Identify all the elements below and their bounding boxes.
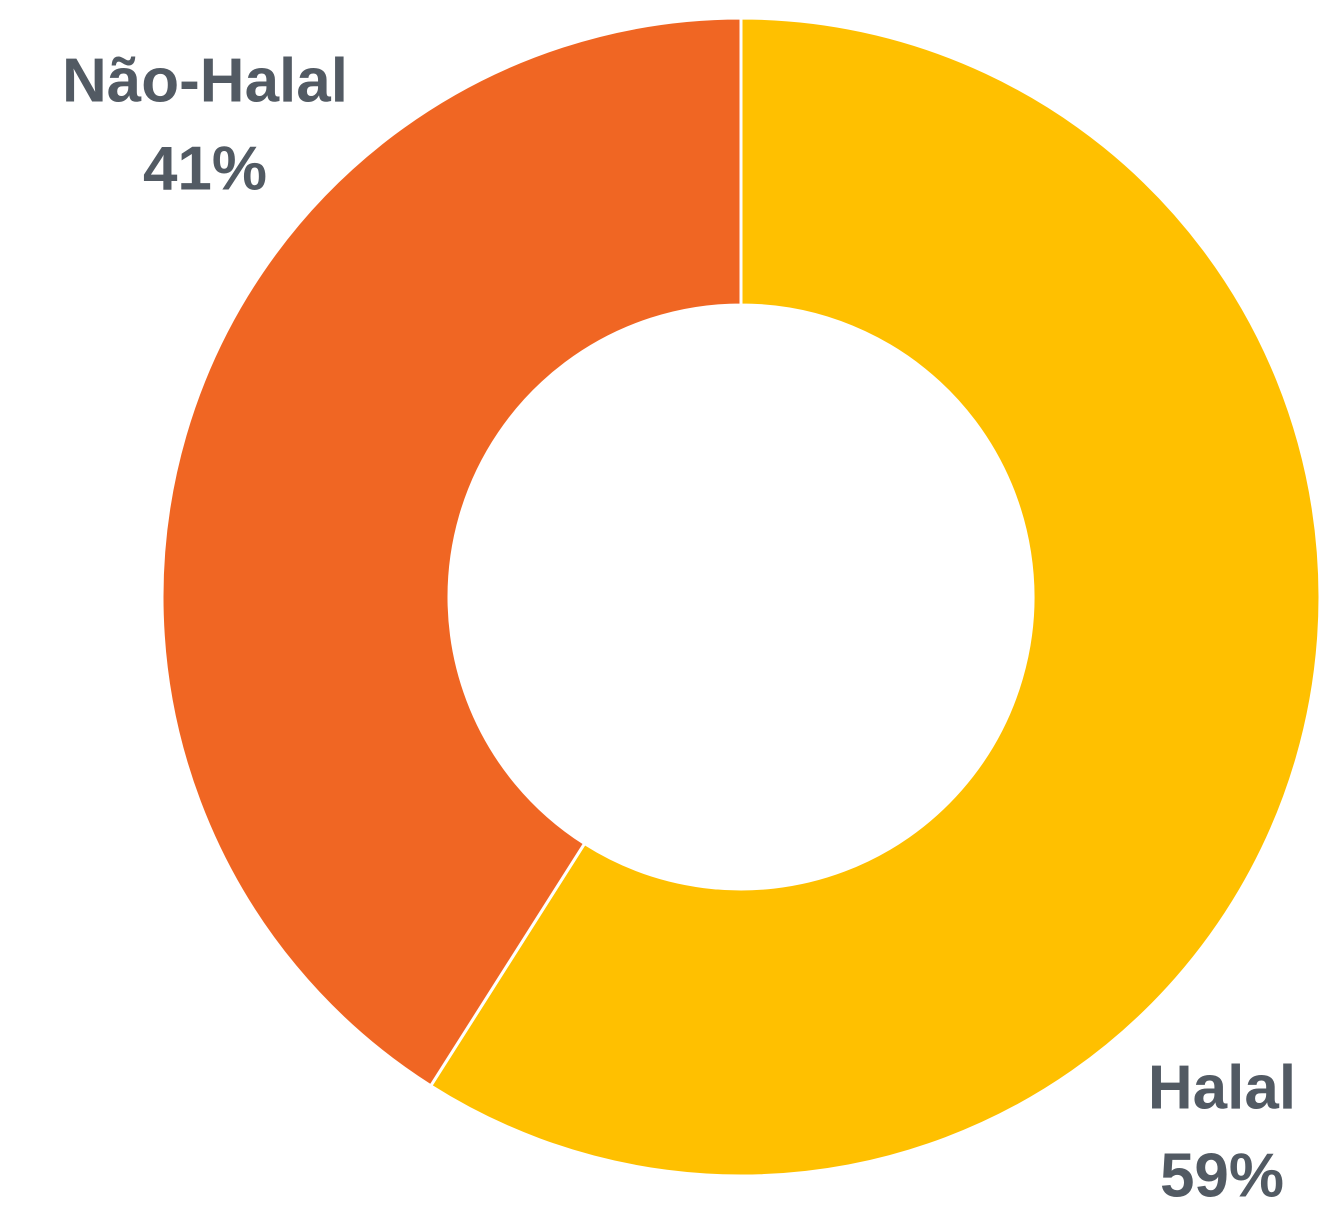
slice-label: Não-Halal [62,46,348,115]
slice-label: Halal [1148,1053,1296,1122]
slice-value-label: 41% [143,134,267,203]
donut-slice [428,16,1322,1178]
donut-slice [160,16,743,1088]
slice-value-label: 59% [1160,1141,1284,1210]
